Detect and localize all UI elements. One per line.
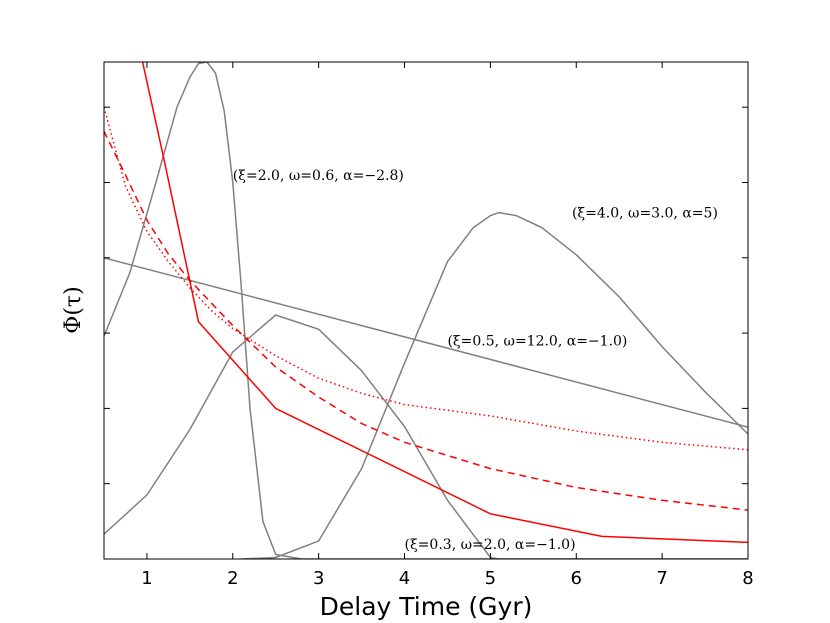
x-tick-label-2: 2 — [227, 568, 238, 589]
x-tick-label-4: 4 — [399, 568, 410, 589]
plot-frame — [103, 61, 749, 560]
annotation-3: (ξ=0.5, ω=12.0, α=−1.0) — [447, 334, 627, 350]
tick-group — [104, 62, 749, 559]
series-line-2-gray-solid — [104, 314, 748, 559]
annotation-4: (ξ=0.3, ω=2.0, α=−1.0) — [405, 537, 576, 553]
annotation-1: (ξ=2.0, ω=0.6, α=−2.8) — [233, 168, 404, 184]
series-line-6-red-dashed — [104, 130, 748, 511]
series-line-1-gray-solid — [104, 62, 748, 559]
x-tick-label-6: 6 — [571, 568, 582, 589]
x-tick-label-7: 7 — [656, 568, 667, 589]
series-line-7-red-dotted — [104, 107, 748, 451]
series-line-3-gray-solid — [241, 211, 748, 559]
x-tick-labels: 1 2 3 4 5 6 7 8 — [141, 568, 754, 589]
x-tick-label-3: 3 — [313, 568, 324, 589]
series-line-5-red-solid — [141, 62, 748, 544]
x-tick-label-8: 8 — [742, 568, 753, 589]
x-tick-label-5: 5 — [485, 568, 496, 589]
x-axis-label: Delay Time (Gyr) — [320, 592, 533, 621]
series-line-4-gray-solid — [104, 257, 748, 428]
annotations-group: (ξ=2.0, ω=0.6, α=−2.8) (ξ=4.0, ω=3.0, α=5… — [233, 168, 718, 553]
y-axis-label: Φ(τ) — [61, 286, 86, 333]
x-tick-label-1: 1 — [141, 568, 152, 589]
annotation-2: (ξ=4.0, ω=3.0, α=5) — [572, 206, 718, 222]
series-group — [104, 62, 748, 559]
